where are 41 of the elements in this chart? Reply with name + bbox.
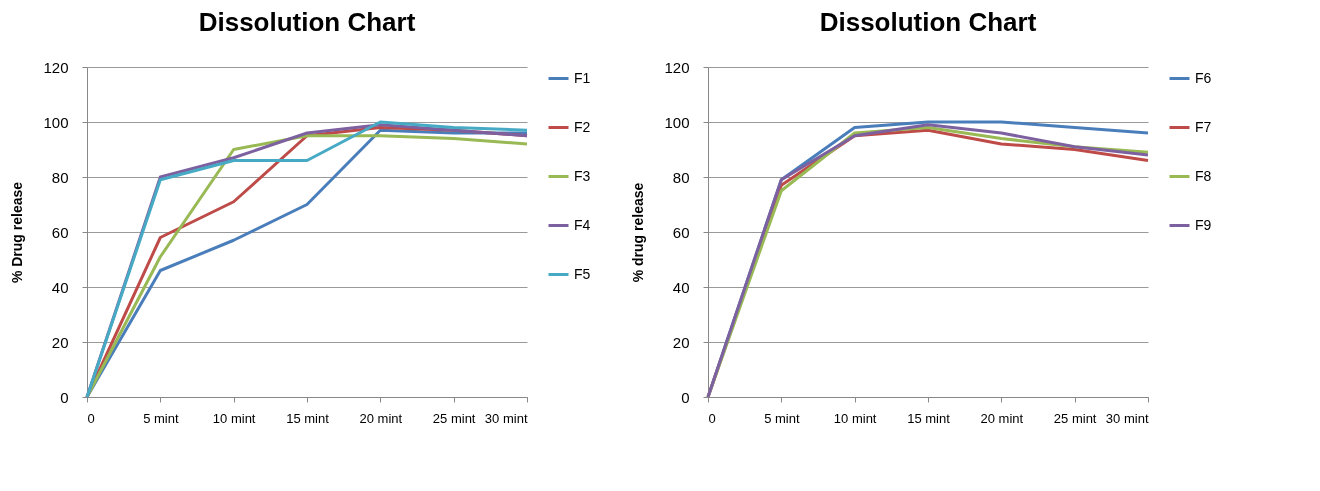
y-tick-label: 0 xyxy=(60,388,69,406)
y-axis-title: % Drug release xyxy=(9,181,26,284)
x-tick-label: 30 mint xyxy=(484,410,528,426)
x-tick-label: 30 mint xyxy=(1105,410,1149,426)
y-tick-label: 120 xyxy=(664,58,690,76)
legend-label: F1 xyxy=(574,69,591,86)
x-tick-label: 25 mint xyxy=(1053,410,1097,426)
x-tick-label: 10 mint xyxy=(833,410,877,426)
legend-label: F4 xyxy=(574,216,591,233)
y-tick-label: 40 xyxy=(672,278,690,296)
x-tick-label: 15 mint xyxy=(286,410,330,426)
x-tick-label: 15 mint xyxy=(907,410,951,426)
x-tick-label: 20 mint xyxy=(359,410,403,426)
y-tick-label: 20 xyxy=(51,333,69,351)
x-tick-label: 0 xyxy=(708,410,716,426)
y-tick-label: 80 xyxy=(51,168,69,186)
x-tick-label: 20 mint xyxy=(980,410,1024,426)
y-tick-label: 0 xyxy=(681,388,690,406)
y-tick-label: 80 xyxy=(672,168,690,186)
legend-label: F2 xyxy=(574,118,591,135)
y-tick-label: 20 xyxy=(672,333,690,351)
legend-label: F5 xyxy=(574,265,591,282)
x-tick-label: 25 mint xyxy=(432,410,476,426)
y-tick-label: 60 xyxy=(672,223,690,241)
chart-title: Dissolution Chart xyxy=(819,7,1037,37)
legend-label: F3 xyxy=(574,167,591,184)
x-tick-label: 10 mint xyxy=(212,410,256,426)
y-axis-title: % drug release xyxy=(630,182,647,283)
legend-label: F9 xyxy=(1195,216,1212,233)
y-tick-label: 100 xyxy=(664,113,690,131)
legend-label: F8 xyxy=(1195,167,1212,184)
y-tick-label: 100 xyxy=(43,113,69,131)
legend-label: F6 xyxy=(1195,69,1212,86)
y-tick-label: 60 xyxy=(51,223,69,241)
y-tick-label: 40 xyxy=(51,278,69,296)
x-tick-label: 5 mint xyxy=(143,410,179,426)
x-tick-label: 0 xyxy=(87,410,95,426)
y-tick-label: 120 xyxy=(43,58,69,76)
x-tick-label: 5 mint xyxy=(764,410,800,426)
legend-label: F7 xyxy=(1195,118,1212,135)
chart-title: Dissolution Chart xyxy=(198,7,416,37)
